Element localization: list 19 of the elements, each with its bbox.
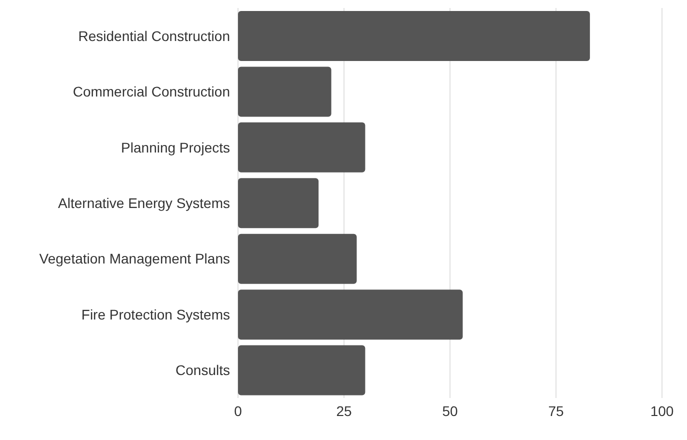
y-tick-label: Commercial Construction <box>72 84 230 100</box>
bar <box>238 290 463 340</box>
bar <box>238 11 590 61</box>
y-tick-label: Alternative Energy Systems <box>58 194 230 211</box>
bar <box>238 178 319 228</box>
bar <box>238 234 357 284</box>
bar <box>238 122 366 172</box>
y-tick-label: Fire Protection Systems <box>81 306 230 322</box>
bar <box>238 345 366 396</box>
y-tick-label: Planning Projects <box>121 139 230 156</box>
bar <box>238 66 332 117</box>
x-tick-label: 0 <box>234 402 242 419</box>
x-tick-label: 25 <box>336 402 352 419</box>
y-tick-label: Residential Construction <box>78 28 230 44</box>
x-tick-label: 100 <box>650 402 674 419</box>
y-tick-label: Vegetation Management Plans <box>39 250 230 267</box>
x-tick-label: 75 <box>548 402 564 419</box>
x-tick-label: 50 <box>442 402 458 419</box>
y-tick-label: Consults <box>176 362 230 378</box>
